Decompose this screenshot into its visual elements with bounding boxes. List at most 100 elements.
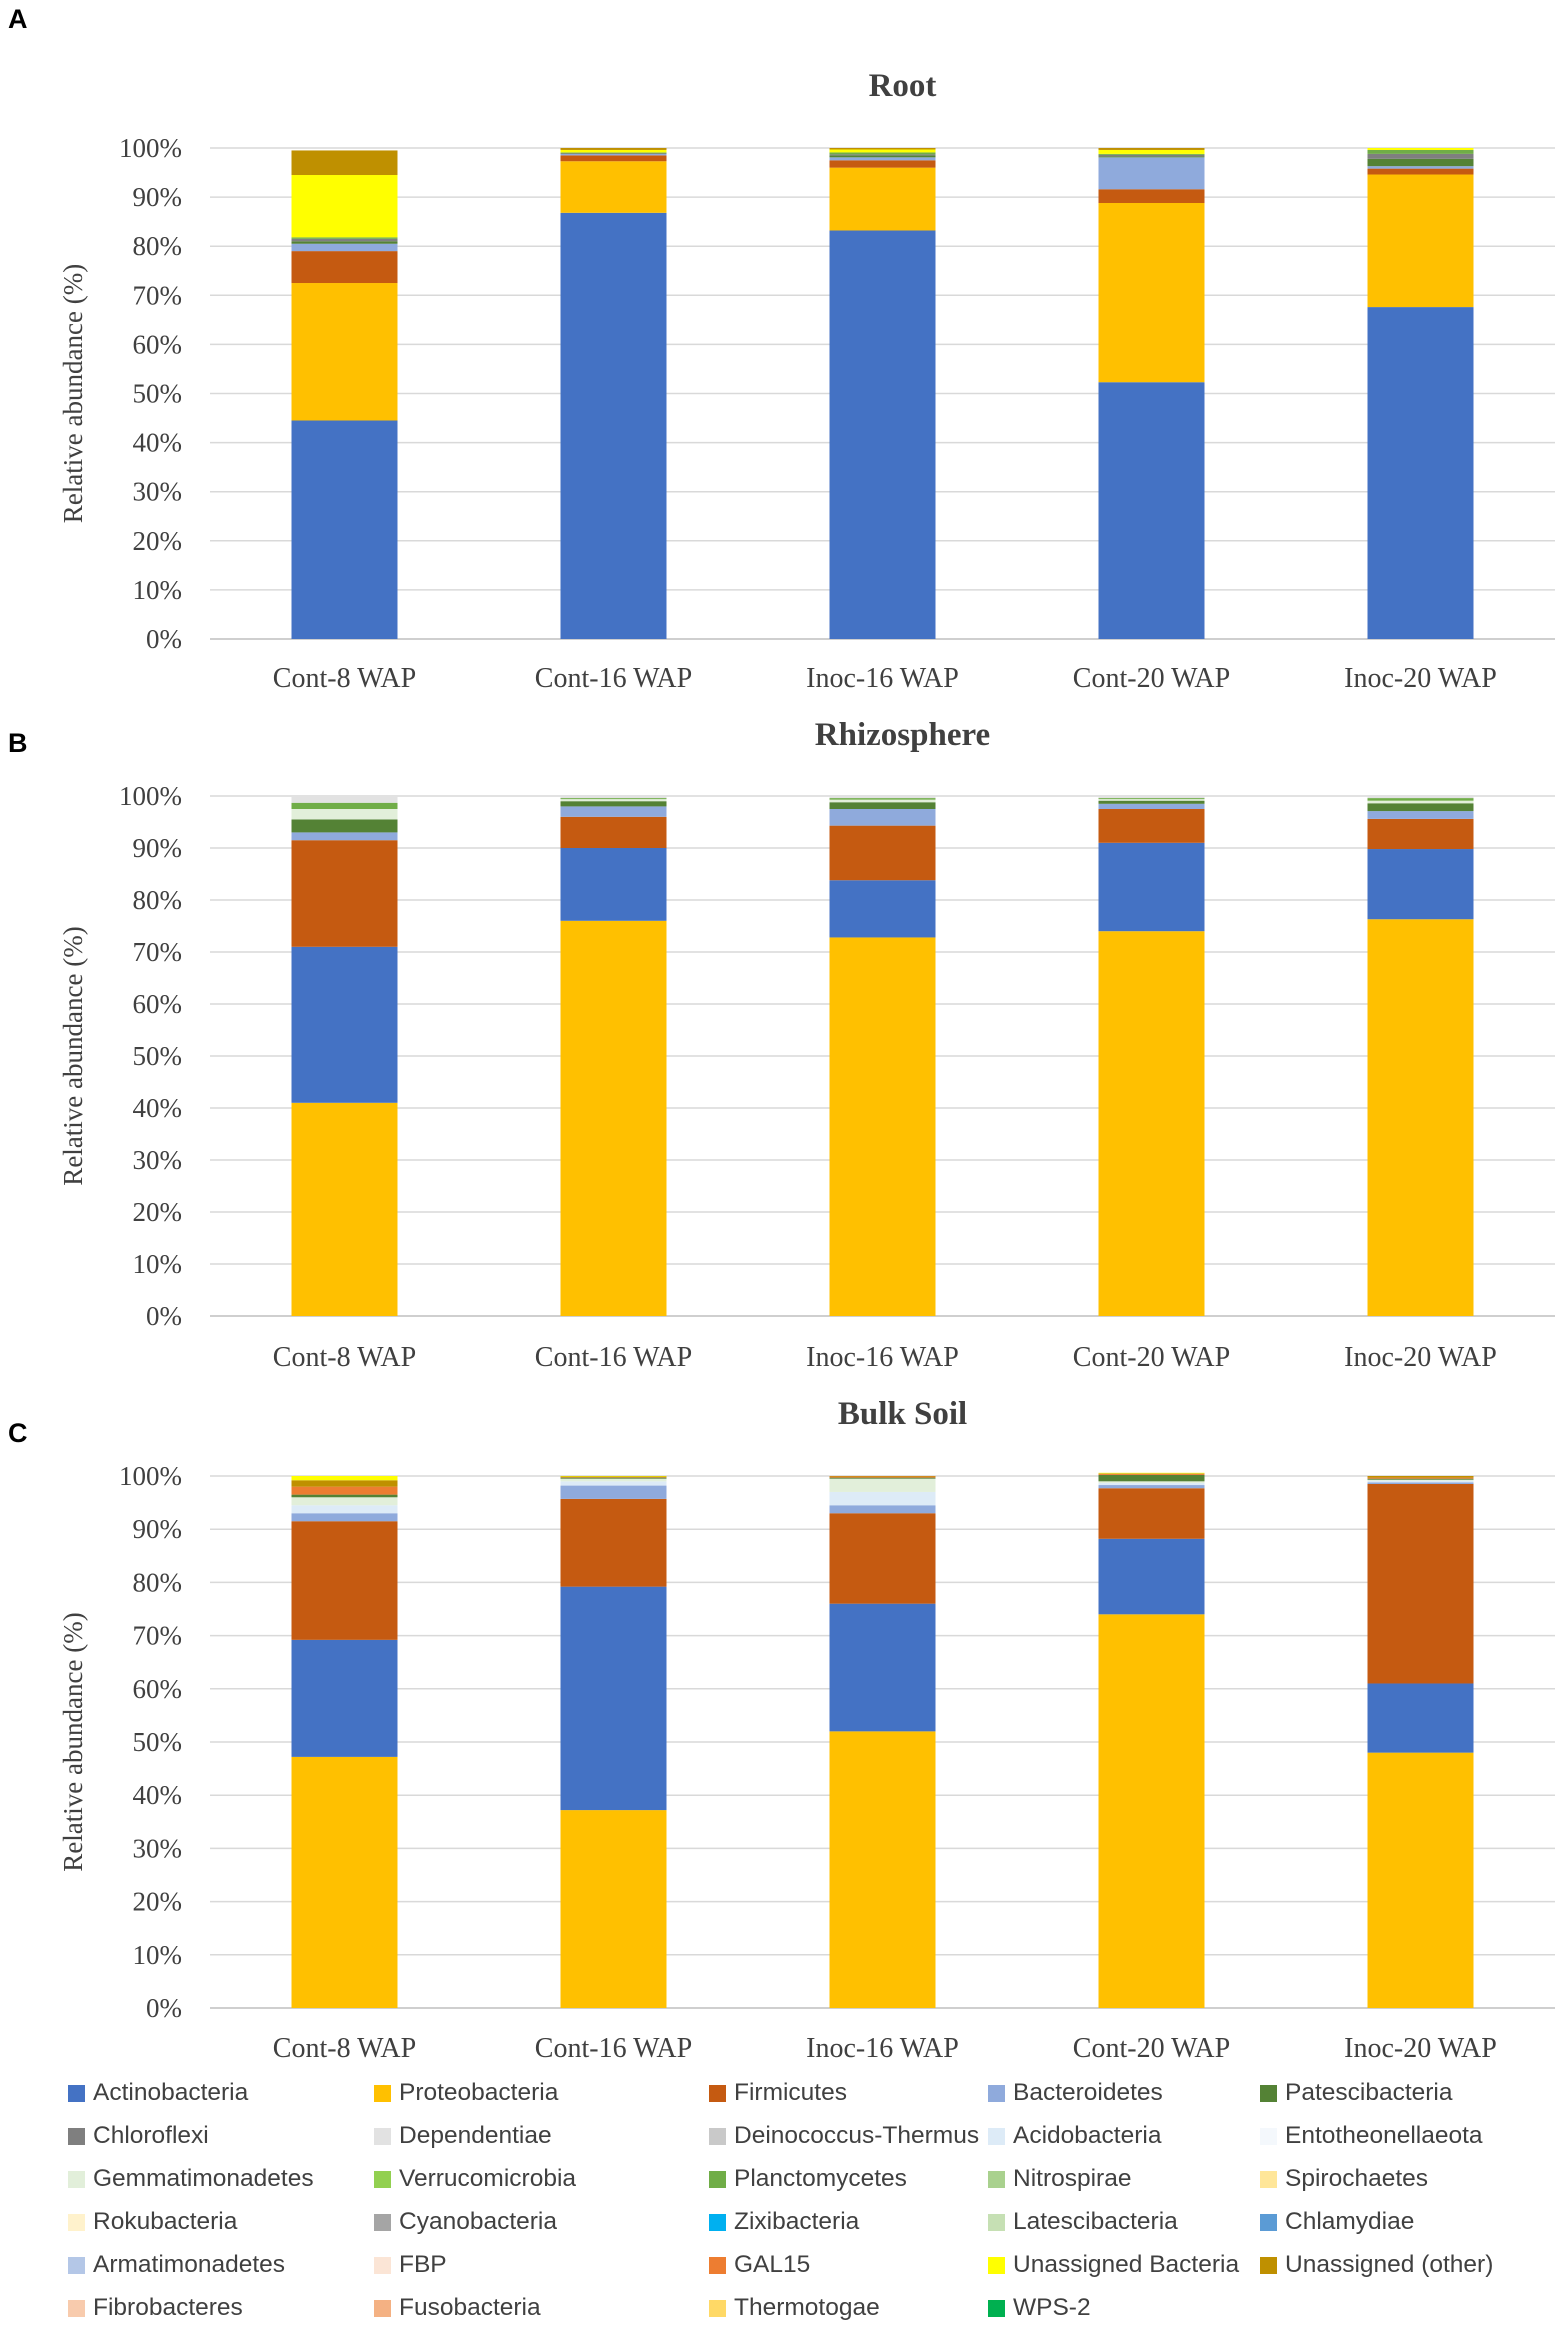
panel-2-ytick-label-9: 90%: [133, 833, 183, 863]
panel-2-bar-cont-16-wap-actinobacteria: [560, 848, 667, 921]
panel-1-bar-cont-20-wap-bacteroidetes: [1098, 157, 1205, 190]
panel-1-bar-cont-8-wap-actinobacteria: [291, 420, 398, 639]
legend-label: Armatimonadetes: [93, 2251, 286, 2278]
panel-1-ytick-label-9: 90%: [133, 182, 183, 212]
panel-3-bar-cont-8-wap-gemmatimonadetes: [291, 1497, 398, 1506]
panel-3-bar-cont-20-wap-patescibacteria: [1098, 1474, 1205, 1482]
legend-swatch: [709, 2127, 726, 2145]
panel-2-bar-inoc-20-wap-actinobacteria: [1367, 849, 1474, 920]
panel-1-bar-cont-20-wap-unassigned-other: [1098, 148, 1205, 150]
panel-2-bar-cont-20-wap-patescibacteria: [1098, 800, 1205, 804]
panel-3-bar-cont-20-wap-bacteroidetes: [1098, 1485, 1205, 1489]
panel-3-bar-inoc-16-wap-gal15: [829, 1476, 936, 1478]
panel-1-bar-cont-8-wap-unassigned-bacteria: [291, 175, 398, 238]
panel-3-bar-cont-16-wap-patescibacteria: [560, 1477, 667, 1479]
panel-3-bar-inoc-16-wap-actinobacteria: [829, 1603, 936, 1732]
panel-1-bar-inoc-16-wap-planctomycetes: [829, 152, 936, 155]
legend-swatch: [68, 2256, 85, 2274]
legend-swatch: [374, 2299, 391, 2317]
panel-3-bar-inoc-20-wap-proteobacteria: [1367, 1752, 1474, 2008]
legend-swatch: [709, 2299, 726, 2317]
panel-1-bar-inoc-16-wap-firmicutes: [829, 160, 936, 168]
panel-2-bar-inoc-16-wap-dependentiae: [829, 796, 936, 799]
legend-label: Chlamydiae: [1285, 2208, 1415, 2235]
panel-3-bar-cont-8-wap-firmicutes: [291, 1521, 398, 1640]
legend-item-firmicutes: Firmicutes: [709, 2078, 847, 2108]
panel-1-ytick-label-4: 40%: [133, 428, 183, 458]
legend-item-zixibacteria: Zixibacteria: [709, 2207, 859, 2237]
panel-3-bar-inoc-20-wap-actinobacteria: [1367, 1683, 1474, 1753]
panel-3-bar-inoc-16-wap-unassigned-other: [829, 1476, 936, 1477]
legend-label: Nitrospirae: [1013, 2165, 1132, 2192]
panel-3-bar-cont-8-wap-proteobacteria: [291, 1756, 398, 2008]
panel-1-ytick-label-8: 80%: [133, 231, 183, 261]
panel-2-category-label-2: Inoc-16 WAP: [806, 1342, 959, 1373]
panel-1-bar-cont-20-wap-unassigned-bacteria: [1098, 149, 1205, 154]
legend-swatch: [1260, 2213, 1277, 2231]
legend-item-armatimonadetes: Armatimonadetes: [68, 2250, 285, 2280]
panel-2-bar-inoc-20-wap-planctomycetes: [1367, 798, 1474, 801]
panel-2-category-label-1: Cont-16 WAP: [535, 1342, 692, 1373]
panel-1-bar-cont-8-wap-proteobacteria: [291, 283, 398, 421]
panel-3-bar-inoc-16-wap-patescibacteria: [829, 1477, 936, 1479]
panel-2-ytick-label-8: 80%: [133, 885, 183, 915]
legend-label: Spirochaetes: [1285, 2165, 1429, 2192]
panel-3-bar-cont-8-wap-patescibacteria: [291, 1494, 398, 1498]
panel-3-bar-cont-16-wap-firmicutes: [560, 1498, 667, 1587]
legend-swatch: [988, 2299, 1005, 2317]
panel-1-bar-cont-8-wap-patescibacteria: [291, 241, 398, 244]
panel-3-bar-inoc-16-wap-firmicutes: [829, 1513, 936, 1604]
panel-3-bar-cont-16-wap-unassigned-bacteria: [560, 1476, 667, 1477]
panel-2-ytick-label-1: 10%: [133, 1249, 183, 1279]
panel-2-bar-inoc-16-wap-gemmatimonadetes: [829, 799, 936, 803]
panel-2-ytick-label-3: 30%: [133, 1145, 183, 1175]
panel-1-bar-cont-20-wap-proteobacteria: [1098, 202, 1205, 383]
legend-item-deinococcus-thermus: Deinococcus-Thermus: [709, 2121, 979, 2151]
legend-swatch: [374, 2213, 391, 2231]
panel-1-ytick-label-5: 50%: [133, 379, 183, 409]
legend-item-latescibacteria: Latescibacteria: [988, 2207, 1178, 2237]
panel-3-bar-inoc-20-wap-firmicutes: [1367, 1483, 1474, 1684]
legend-label: Planctomycetes: [734, 2165, 907, 2192]
legend-item-fusobacteria: Fusobacteria: [374, 2293, 541, 2323]
panel-3-bar-cont-8-wap-gal15: [291, 1486, 398, 1495]
panel-1-ytick-label-1: 10%: [133, 575, 183, 605]
panel-1-ytick-label-3: 30%: [133, 477, 183, 507]
legend-swatch: [709, 2170, 726, 2188]
panel-2-bar-cont-8-wap-firmicutes: [291, 840, 398, 947]
panel-1-category-label-3: Cont-20 WAP: [1073, 663, 1230, 694]
legend-item-thermotogae: Thermotogae: [709, 2293, 880, 2323]
legend-item-planctomycetes: Planctomycetes: [709, 2164, 907, 2194]
panel-3-bar-cont-8-wap-acidobacteria: [291, 1505, 398, 1514]
panel-1-bar-cont-20-wap-firmicutes: [1098, 189, 1205, 203]
legend-swatch: [1260, 2170, 1277, 2188]
panel-2-bar-inoc-16-wap-planctomycetes: [829, 798, 936, 800]
legend-label: Verrucomicrobia: [399, 2165, 577, 2192]
panel-3-bar-cont-16-wap-gemmatimonadetes: [560, 1478, 667, 1482]
panel-2-bar-inoc-20-wap-bacteroidetes: [1367, 811, 1474, 819]
panel-3-bar-cont-16-wap-gal15: [560, 1477, 667, 1478]
panel-3-bar-cont-8-wap-unassigned-bacteria: [291, 1476, 398, 1481]
panel-3-ytick-label-8: 80%: [133, 1567, 183, 1597]
legend-label: Acidobacteria: [1013, 2122, 1162, 2149]
panel-1-bar-cont-16-wap-bacteroidetes: [560, 153, 667, 156]
panel-2-ytick-label-10: 100%: [119, 781, 182, 811]
panel-3-ytick-label-2: 20%: [133, 1887, 183, 1917]
panel-2-bar-cont-20-wap-planctomycetes: [1098, 798, 1205, 800]
panel-2-bar-inoc-20-wap-firmicutes: [1367, 818, 1474, 850]
legend-item-cyanobacteria: Cyanobacteria: [374, 2207, 557, 2237]
legend-swatch: [68, 2299, 85, 2317]
legend-item-gemmatimonadetes: Gemmatimonadetes: [68, 2164, 314, 2194]
panel-3-bar-inoc-16-wap-bacteroidetes: [829, 1505, 936, 1514]
panel-3-title: Bulk Soil: [838, 1396, 967, 1432]
panel-2-bar-cont-8-wap-proteobacteria: [291, 1102, 398, 1316]
panel-1-bar-inoc-20-wap-proteobacteria: [1367, 174, 1474, 308]
legend-item-rokubacteria: Rokubacteria: [68, 2207, 237, 2237]
panel-3-bar-inoc-20-wap-acidobacteria: [1367, 1480, 1474, 1483]
legend-item-unassigned-bacteria: Unassigned Bacteria: [988, 2250, 1239, 2280]
panel-3-ytick-label-6: 60%: [133, 1674, 183, 1704]
panel-2-bar-inoc-20-wap-proteobacteria: [1367, 919, 1474, 1316]
panel-1-bar-cont-8-wap-unassigned-other: [291, 150, 398, 176]
panel-3-category-label-3: Cont-20 WAP: [1073, 2033, 1230, 2064]
legend-label: Firmicutes: [734, 2079, 847, 2106]
